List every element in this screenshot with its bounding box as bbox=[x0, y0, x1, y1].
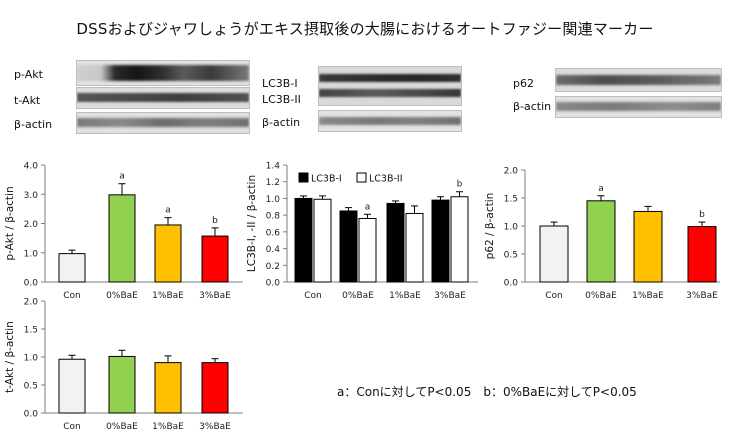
x-tick-label: 0%BaE bbox=[106, 291, 138, 301]
significance-label: a bbox=[119, 172, 125, 182]
bar bbox=[154, 362, 182, 414]
bar bbox=[201, 235, 229, 283]
blot-label-takt: t-Akt bbox=[14, 94, 41, 107]
bar bbox=[405, 212, 424, 283]
y-tick-label: 1.0 bbox=[266, 195, 281, 205]
chart-pakt: 0.0 1.0 2.0 3.0 4.0 p-Akt / β-actin Con 0%BaE 1%… bbox=[4, 162, 243, 301]
blot-label-lc3b-i: LC3B-I bbox=[262, 77, 298, 90]
bar bbox=[358, 217, 377, 283]
legend-swatch bbox=[298, 172, 309, 183]
bar bbox=[539, 225, 569, 283]
x-tick-label: 3%BaE bbox=[199, 291, 231, 301]
bar bbox=[687, 226, 717, 283]
blot-image-bactin-1 bbox=[76, 112, 250, 134]
x-tick-label: Con bbox=[545, 291, 563, 301]
blot-image-takt bbox=[76, 87, 250, 109]
significance-label: b bbox=[457, 180, 463, 190]
y-tick-label: 1.0 bbox=[504, 223, 519, 233]
x-tick-label: Con bbox=[63, 291, 81, 301]
x-tick-label: Con bbox=[304, 291, 322, 301]
bar bbox=[108, 355, 136, 414]
y-axis-label: p62 / β-actin bbox=[484, 193, 496, 260]
chart-lc3b: 0.0 0.2 0.4 0.6 0.8 1.0 1.2 1.4 LC3B-I, -II / β-… bbox=[246, 162, 478, 301]
y-tick-label: 1.2 bbox=[266, 178, 280, 188]
bar bbox=[154, 224, 182, 283]
significance-label: a bbox=[165, 206, 171, 216]
blot-image-p62 bbox=[555, 68, 722, 92]
blot-label-p62: p62 bbox=[513, 77, 534, 90]
chart-p62: 0.0 0.5 1.0 1.5 2.0 p62 / β-actin Con 0%BaE 1%Ba… bbox=[484, 167, 720, 301]
y-tick-label: 0.4 bbox=[266, 245, 281, 255]
x-tick-label: 1%BaE bbox=[389, 291, 421, 301]
x-tick-label: 0%BaE bbox=[106, 422, 138, 432]
x-tick-label: 1%BaE bbox=[152, 422, 184, 432]
bar bbox=[294, 197, 313, 283]
significance-label: b bbox=[699, 210, 705, 220]
x-tick-label: 0%BaE bbox=[342, 291, 374, 301]
y-tick-label: 0.0 bbox=[24, 279, 39, 289]
bar bbox=[108, 194, 136, 283]
blot-image-lc3b bbox=[318, 66, 462, 106]
figure-title: DSSおよびジャワしょうがエキス摂取後の大腸におけるオートファジー関連マーカー bbox=[76, 20, 654, 38]
y-tick-label: 2.0 bbox=[24, 298, 39, 308]
y-tick-label: 1.0 bbox=[24, 249, 39, 259]
y-tick-label: 3.0 bbox=[24, 191, 39, 201]
x-tick-label: 3%BaE bbox=[686, 291, 718, 301]
y-tick-label: 0.0 bbox=[266, 279, 281, 289]
y-tick-label: 0.0 bbox=[504, 279, 519, 289]
y-tick-label: 0.5 bbox=[24, 382, 38, 392]
significance-label: b bbox=[212, 216, 218, 226]
x-tick-label: 3%BaE bbox=[199, 422, 231, 432]
bar bbox=[313, 198, 332, 283]
bar bbox=[633, 210, 663, 283]
y-tick-label: 1.0 bbox=[24, 354, 39, 364]
chart-takt: 0.0 0.5 1.0 1.5 2.0 t-Akt / β-actin Con 0%BaE 1%… bbox=[4, 298, 243, 432]
y-tick-label: 1.4 bbox=[266, 162, 281, 172]
legend-label: LC3B-II bbox=[369, 174, 403, 185]
blot-image-bactin-3 bbox=[555, 96, 722, 118]
bar bbox=[58, 358, 86, 414]
significance-footnote: a：Conに対してP<0.05 b：0%BaEに対してP<0.05 bbox=[337, 385, 637, 399]
y-axis-label: p-Akt / β-actin bbox=[4, 186, 16, 260]
y-tick-label: 0.8 bbox=[266, 212, 281, 222]
bar bbox=[339, 210, 358, 283]
y-tick-label: 0.0 bbox=[24, 410, 39, 420]
significance-label: a bbox=[365, 202, 371, 212]
blot-image-bactin-2 bbox=[318, 110, 462, 132]
bar bbox=[586, 200, 616, 283]
x-tick-label: 1%BaE bbox=[152, 291, 184, 301]
blot-label-pakt: p-Akt bbox=[14, 68, 43, 81]
blot-label-lc3b-ii: LC3B-II bbox=[262, 93, 301, 106]
legend-label: LC3B-I bbox=[311, 174, 342, 185]
bar bbox=[201, 362, 229, 414]
x-tick-label: 3%BaE bbox=[434, 291, 466, 301]
x-tick-label: Con bbox=[63, 422, 81, 432]
x-tick-label: 0%BaE bbox=[585, 291, 617, 301]
bar bbox=[450, 196, 469, 283]
y-tick-label: 1.5 bbox=[24, 326, 38, 336]
legend: LC3B-I LC3B-II bbox=[298, 172, 403, 185]
y-tick-label: 0.6 bbox=[266, 228, 281, 238]
y-tick-label: 0.5 bbox=[504, 251, 518, 261]
y-tick-label: 4.0 bbox=[24, 162, 39, 172]
significance-label: a bbox=[598, 184, 604, 194]
bar bbox=[58, 253, 86, 283]
y-tick-label: 2.0 bbox=[24, 220, 39, 230]
y-axis-label: t-Akt / β-actin bbox=[4, 321, 16, 393]
blot-label-bactin-1: β-actin bbox=[14, 118, 53, 131]
blot-image-pakt bbox=[76, 60, 250, 86]
blot-label-bactin-3: β-actin bbox=[513, 100, 552, 113]
y-tick-label: 2.0 bbox=[504, 167, 519, 177]
bar bbox=[386, 202, 405, 283]
y-tick-label: 0.2 bbox=[266, 262, 280, 272]
bar bbox=[431, 199, 450, 283]
blot-label-bactin-2: β-actin bbox=[262, 116, 301, 129]
y-tick-label: 1.5 bbox=[504, 195, 518, 205]
legend-swatch bbox=[356, 172, 367, 183]
y-axis-label: LC3B-I, -II / β-actin bbox=[246, 175, 258, 272]
x-tick-label: 1%BaE bbox=[632, 291, 664, 301]
